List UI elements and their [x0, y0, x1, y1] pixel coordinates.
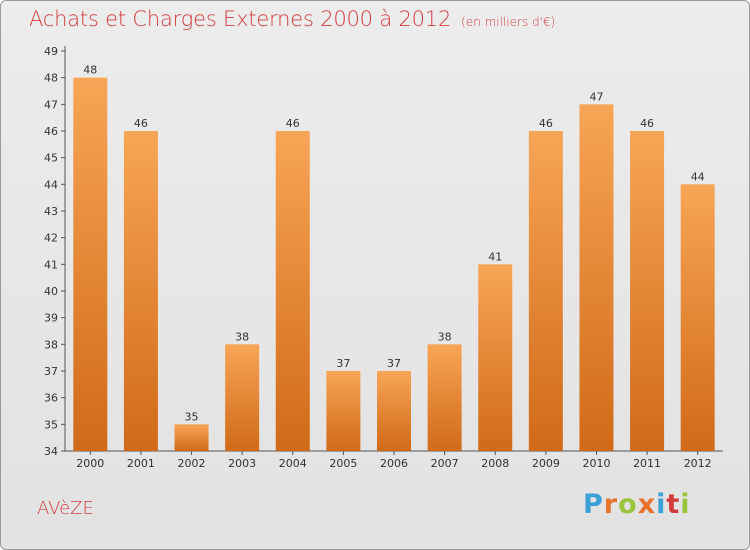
data-label: 46: [640, 117, 654, 130]
data-label: 44: [691, 170, 705, 183]
y-tick-label: 47: [44, 98, 58, 111]
y-tick-label: 38: [44, 338, 58, 351]
x-tick-label: 2006: [380, 457, 408, 470]
logo-letter: i: [656, 489, 667, 520]
logo-letter: x: [637, 489, 657, 520]
x-tick-label: 2002: [178, 457, 206, 470]
x-tick-label: 2003: [228, 457, 256, 470]
x-tick-label: 2007: [431, 457, 459, 470]
bar: [630, 131, 665, 451]
data-label: 37: [387, 357, 401, 370]
y-tick-label: 44: [44, 178, 58, 191]
logo-letter: i: [680, 489, 691, 520]
y-tick-label: 45: [44, 152, 58, 165]
y-tick-label: 37: [44, 365, 58, 378]
x-tick-label: 2001: [127, 457, 155, 470]
data-label: 38: [438, 330, 452, 343]
y-tick-label: 48: [44, 72, 58, 85]
x-tick-label: 2008: [481, 457, 509, 470]
data-label: 46: [539, 117, 553, 130]
data-label: 38: [235, 330, 249, 343]
data-label: 46: [286, 117, 300, 130]
data-label: 41: [488, 250, 502, 263]
y-tick-label: 36: [44, 392, 58, 405]
bar: [174, 424, 209, 451]
x-tick-label: 2000: [76, 457, 104, 470]
chart-title: Achats et Charges Externes 2000 à 2012 (e…: [29, 7, 555, 31]
bar: [680, 184, 715, 452]
y-tick-label: 46: [44, 125, 58, 138]
data-label: 48: [83, 64, 97, 77]
bar: [427, 344, 462, 451]
logo-letter: P: [583, 489, 604, 520]
y-tick-label: 39: [44, 312, 58, 325]
x-tick-label: 2009: [532, 457, 560, 470]
y-tick-label: 35: [44, 418, 58, 431]
x-tick-label: 2005: [329, 457, 357, 470]
bar: [275, 131, 310, 451]
x-tick-label: 2012: [684, 457, 712, 470]
logo-letter: r: [603, 489, 619, 520]
bar: [225, 344, 260, 451]
y-tick-label: 34: [44, 445, 58, 458]
bar: [579, 104, 614, 451]
data-label: 46: [134, 117, 148, 130]
x-tick-label: 2010: [582, 457, 610, 470]
y-tick-label: 49: [44, 45, 58, 58]
chart-unit-note: (en milliers d'€): [461, 15, 556, 29]
y-tick-label: 40: [44, 285, 58, 298]
data-label: 35: [185, 410, 199, 423]
bar: [326, 371, 361, 451]
y-tick-label: 41: [44, 258, 58, 271]
x-tick-label: 2004: [279, 457, 307, 470]
y-tick-label: 42: [44, 232, 58, 245]
data-label: 47: [589, 90, 603, 103]
logo-letter: o: [618, 489, 638, 520]
commune-name: AVèZE: [37, 498, 94, 519]
chart-title-main: Achats et Charges Externes 2000 à 2012: [29, 7, 452, 31]
bar: [377, 371, 411, 451]
bar: [123, 131, 158, 451]
data-label: 37: [336, 357, 350, 370]
bar: [478, 264, 513, 451]
logo-letter: t: [666, 489, 681, 520]
bar: [73, 77, 108, 452]
bar: [528, 131, 563, 451]
y-tick-label: 43: [44, 205, 58, 218]
x-tick-label: 2011: [633, 457, 661, 470]
proxiti-logo: Proxiti: [583, 489, 691, 520]
bar-chart: 34 35 36 37 38 39 40 41 42 43 44 45 46 47 48 49 2000 48 2…: [44, 45, 723, 470]
